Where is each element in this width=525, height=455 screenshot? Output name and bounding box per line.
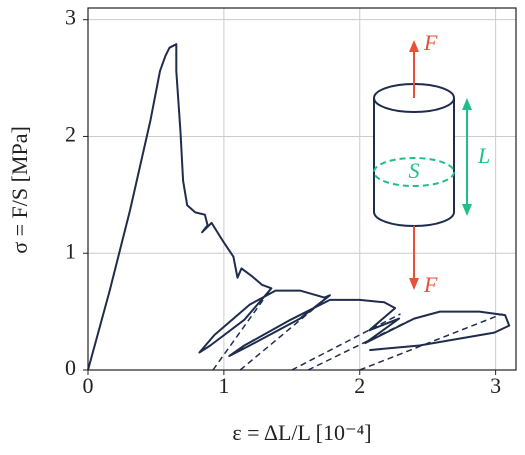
x-tick-label: 0 <box>83 373 94 398</box>
y-tick-label: 0 <box>65 355 76 380</box>
chart: F F L S ε = ΔL/L [10⁻⁴] σ = F/S [MPa] 0 1… <box>0 0 525 455</box>
dashed-line <box>292 314 401 370</box>
x-axis-label: ε = ΔL/L [10⁻⁴] <box>232 420 371 445</box>
force-label: F <box>423 30 438 55</box>
x-tick-label: 2 <box>354 373 365 398</box>
length-label: L <box>477 143 490 168</box>
dashed-line <box>308 321 409 370</box>
specimen-diagram <box>373 40 472 290</box>
y-tick-label: 1 <box>65 238 76 263</box>
y-axis-label: σ = F/S [MPa] <box>7 126 32 254</box>
area-label: S <box>409 158 420 183</box>
force-label: F <box>423 272 438 297</box>
y-tick-label: 3 <box>65 5 76 30</box>
x-tick-label: 3 <box>490 373 501 398</box>
y-tick-label: 2 <box>65 121 76 146</box>
x-tick-label: 1 <box>218 373 229 398</box>
dashed-line <box>360 314 503 370</box>
